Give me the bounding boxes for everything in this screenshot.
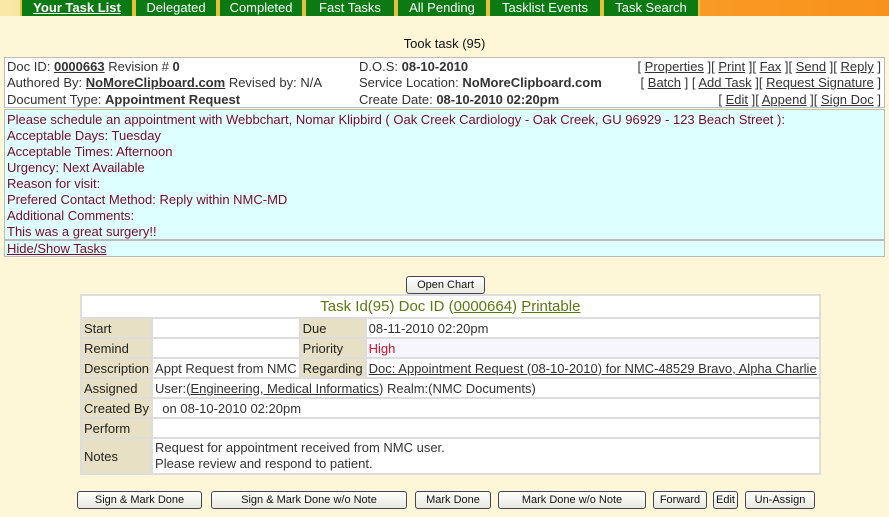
sign-doc-link[interactable]: Sign Doc — [821, 92, 874, 107]
tab-delegated[interactable]: Delegated — [134, 0, 218, 16]
tab-tasklist-events[interactable]: Tasklist Events — [488, 0, 602, 16]
batch-link[interactable]: Batch — [647, 75, 682, 90]
dos-line: D.O.S: 08-10-2010 — [359, 59, 468, 75]
dos: 08-10-2010 — [401, 59, 469, 74]
perform-value — [151, 417, 821, 439]
doc-id-line: Doc ID: 0000663 Revision # 0 — [7, 59, 180, 75]
task-title: Task Id(95) Doc ID (0000664) Printable — [80, 294, 821, 319]
regarding-label: Regarding — [298, 357, 367, 379]
send-link[interactable]: Send — [795, 59, 827, 74]
reply-link[interactable]: Reply — [840, 59, 874, 74]
assigned-label: Assigned — [79, 377, 154, 399]
authored-line: Authored By: NoMoreClipboard.com Revised… — [7, 75, 322, 91]
revised: N/A — [300, 75, 323, 90]
priority-label: Priority — [298, 337, 367, 359]
description-label: Description — [79, 357, 154, 379]
print-link[interactable]: Print — [718, 59, 746, 74]
forward-button[interactable]: Forward — [653, 491, 707, 509]
start-value — [151, 317, 301, 339]
tab-your-task-list[interactable]: Your Task List — [20, 0, 134, 16]
start-label: Start — [79, 317, 154, 339]
printable-link[interactable]: Printable — [521, 298, 581, 315]
message-line: Please schedule an appointment with Webb… — [7, 112, 785, 127]
status-message: Took task (95) — [403, 36, 486, 51]
message-line: Acceptable Times: Afternoon — [7, 144, 173, 159]
tab-all-pending[interactable]: All Pending — [396, 0, 488, 16]
fax-link[interactable]: Fax — [759, 59, 782, 74]
message-line: Reason for visit: — [7, 176, 101, 191]
document-header: Doc ID: 0000663 Revision # 0 Authored By… — [4, 57, 885, 108]
label: Doc ID: — [7, 59, 51, 74]
mark-done-button[interactable]: Mark Done — [415, 491, 491, 509]
action-links-row1: [ Properties ][ Print ][ Fax ][ Send ][ … — [637, 59, 881, 74]
location-line: Service Location: NoMoreClipboard.com — [359, 75, 602, 91]
location: NoMoreClipboard.com — [462, 75, 602, 90]
label: Revised by: — [228, 75, 297, 90]
action-links-row2: [ Batch ] [ Add Task ][ Request Signatur… — [640, 75, 881, 90]
message-line: This was a great surgery!! — [7, 224, 157, 239]
tab-task-search[interactable]: Task Search — [602, 0, 700, 16]
due-value: 08-11-2010 02:20pm — [364, 317, 821, 339]
tab-bar: Your Task List Delegated Completed Fast … — [0, 0, 889, 16]
remind-label: Remind — [79, 337, 154, 359]
label: Document Type: — [7, 92, 102, 107]
revision: 0 — [172, 59, 180, 74]
label: Service Location: — [359, 75, 459, 90]
create-date: 08-10-2010 02:20pm — [436, 92, 560, 107]
sign-mark-done-no-note-button[interactable]: Sign & Mark Done w/o Note — [211, 491, 407, 509]
author-link[interactable]: NoMoreClipboard.com — [85, 75, 226, 90]
request-signature-link[interactable]: Request Signature — [766, 75, 874, 90]
task-details-table: Task Id(95) Doc ID (0000664) Printable S… — [79, 294, 821, 475]
mark-done-no-note-button[interactable]: Mark Done w/o Note — [498, 491, 646, 509]
edit-link[interactable]: Edit — [725, 92, 748, 107]
label: Authored By: — [7, 75, 83, 90]
assigned-value: User:(Engineering, Medical Informatics) … — [151, 377, 821, 399]
doctype: Appointment Request — [105, 92, 241, 107]
label: Revision # — [108, 59, 169, 74]
append-link[interactable]: Append — [761, 92, 807, 107]
description-value: Appt Request from NMC — [151, 357, 301, 379]
created-by-label: Created By — [79, 397, 154, 419]
message-line: Urgency: Next Available — [7, 160, 145, 175]
due-label: Due — [298, 317, 367, 339]
perform-label: Perform — [79, 417, 154, 439]
open-chart-button[interactable]: Open Chart — [406, 276, 485, 294]
message-line: Additional Comments: — [7, 208, 135, 223]
tab-fast-tasks[interactable]: Fast Tasks — [304, 0, 396, 16]
add-task-link[interactable]: Add Task — [698, 75, 752, 90]
doc-id-link[interactable]: 0000663 — [53, 59, 105, 74]
hide-show-row: Hide/Show Tasks — [4, 240, 885, 257]
message-line: Prefered Contact Method: Reply within NM… — [7, 192, 288, 207]
assigned-user-link[interactable]: Engineering, Medical Informatics — [190, 380, 380, 396]
label: Create Date: — [359, 92, 433, 107]
notes-label: Notes — [79, 437, 154, 475]
priority-value: High — [364, 337, 821, 359]
tab-completed[interactable]: Completed — [218, 0, 304, 16]
created-by-value: on 08-10-2010 02:20pm — [151, 397, 821, 419]
notes-value: Request for appointment received from NM… — [151, 437, 821, 475]
hide-show-tasks-link[interactable]: Hide/Show Tasks — [7, 241, 107, 256]
document-message: Please schedule an appointment with Webb… — [4, 109, 885, 240]
remind-value — [151, 337, 301, 359]
task-doc-id-link[interactable]: 0000664 — [453, 298, 513, 315]
regarding-link[interactable]: Doc: Appointment Request (08-10-2010) fo… — [368, 360, 817, 376]
sign-mark-done-button[interactable]: Sign & Mark Done — [77, 491, 202, 509]
properties-link[interactable]: Properties — [644, 59, 704, 74]
label: D.O.S: — [359, 59, 399, 74]
create-line: Create Date: 08-10-2010 02:20pm — [359, 92, 559, 108]
un-assign-button[interactable]: Un-Assign — [745, 491, 815, 509]
message-line: Acceptable Days: Tuesday — [7, 128, 161, 143]
doctype-line: Document Type: Appointment Request — [7, 92, 240, 108]
edit-button[interactable]: Edit — [713, 491, 738, 509]
action-links-row3: [ Edit ][ Append ][ Sign Doc ] — [718, 92, 881, 107]
